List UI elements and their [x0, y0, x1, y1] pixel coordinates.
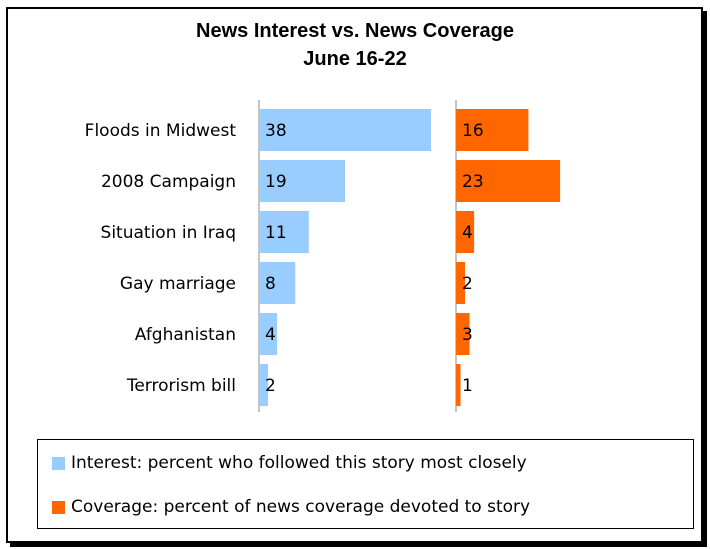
interest-value-label: 2 — [265, 376, 276, 396]
coverage-value-label: 23 — [462, 172, 484, 192]
coverage-bar — [456, 313, 470, 355]
coverage-bar — [456, 109, 529, 151]
coverage-bar — [456, 262, 466, 304]
category-label: Terrorism bill — [126, 376, 236, 396]
legend: Interest: percent who followed this stor… — [37, 439, 694, 529]
coverage-value-label: 3 — [462, 325, 473, 345]
legend-item-interest: Interest: percent who followed this stor… — [52, 453, 527, 473]
legend-item-coverage: Coverage: percent of news coverage devot… — [52, 497, 530, 517]
category-label: Floods in Midwest — [85, 121, 237, 141]
legend-swatch-interest — [52, 456, 65, 470]
category-label: Gay marriage — [120, 274, 236, 294]
coverage-bar — [456, 160, 561, 202]
interest-bars: 38 19 11 8 4 2 — [259, 109, 431, 406]
interest-bar — [259, 211, 309, 253]
coverage-bar — [456, 211, 475, 253]
interest-value-label: 8 — [265, 274, 276, 294]
chart-subtitle: June 16-22 — [303, 48, 407, 70]
coverage-value-label: 2 — [462, 274, 473, 294]
interest-value-label: 19 — [265, 172, 287, 192]
interest-bar — [259, 262, 296, 304]
interest-value-label: 4 — [265, 325, 276, 345]
interest-bar — [259, 364, 269, 406]
coverage-bar — [456, 364, 461, 406]
coverage-value-label: 4 — [462, 223, 473, 243]
chart-title: News Interest vs. News Coverage — [196, 20, 514, 42]
interest-value-label: 38 — [265, 121, 287, 141]
category-label: Afghanistan — [135, 325, 236, 345]
interest-bar — [259, 109, 431, 151]
coverage-value-label: 1 — [462, 376, 473, 396]
legend-label-coverage: Coverage: percent of news coverage devot… — [71, 497, 531, 517]
interest-bar — [259, 160, 345, 202]
legend-label-interest: Interest: percent who followed this stor… — [71, 453, 527, 473]
interest-bar — [259, 313, 278, 355]
interest-value-label: 11 — [265, 223, 287, 243]
category-labels: Floods in Midwest 2008 Campaign Situation … — [85, 121, 237, 396]
legend-swatch-coverage — [52, 500, 65, 514]
coverage-value-label: 16 — [462, 121, 484, 141]
category-label: 2008 Campaign — [101, 172, 236, 192]
category-label: Situation in Iraq — [101, 223, 236, 243]
